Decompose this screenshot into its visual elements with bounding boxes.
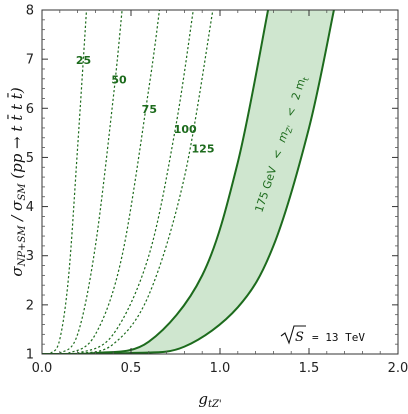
- y-tick-label: 5: [26, 151, 34, 166]
- curve-labels: 25 50 75 100 125: [76, 54, 215, 155]
- y-axis-label: σNP+SM / σSM (pp → t t̄ t t̄): [8, 87, 28, 276]
- curve-75: [42, 10, 161, 354]
- annotation-root: S: [295, 330, 304, 345]
- y-tick-label: 8: [26, 4, 34, 19]
- curve-label-100: 100: [174, 123, 197, 136]
- band-fill: [42, 10, 334, 354]
- curve-100: [42, 10, 194, 354]
- x-axis-ticks: 0.0 0.5 1.0 1.5 2.0: [32, 10, 408, 376]
- y-tick-label: 3: [26, 249, 34, 264]
- sqrt-symbol-icon: [280, 325, 306, 345]
- y-tick-label: 1: [26, 348, 34, 363]
- x-tick-label: 1.5: [299, 361, 320, 376]
- y-tick-label: 6: [26, 102, 34, 117]
- y-tick-label: 7: [26, 53, 34, 68]
- y-axis-ticks: 1 2 3 4 5 6 7 8: [26, 4, 398, 363]
- y-tick-label: 4: [26, 200, 34, 215]
- annotation-rest: = 13 TeV: [312, 331, 365, 344]
- x-tick-label: 2.0: [388, 361, 408, 376]
- x-tick-label: 0.5: [121, 361, 142, 376]
- curve-label-50: 50: [111, 74, 127, 87]
- curve-25: [42, 10, 88, 354]
- energy-annotation: S = 13 TeV: [280, 325, 365, 345]
- curve-label-75: 75: [142, 103, 157, 116]
- y-tick-label: 2: [26, 298, 34, 313]
- curve-label-25: 25: [76, 54, 91, 67]
- x-axis-label: gtZ': [198, 390, 221, 410]
- curve-label-125: 125: [192, 143, 215, 156]
- x-tick-label: 0.0: [32, 361, 53, 376]
- x-tick-label: 1.0: [210, 361, 231, 376]
